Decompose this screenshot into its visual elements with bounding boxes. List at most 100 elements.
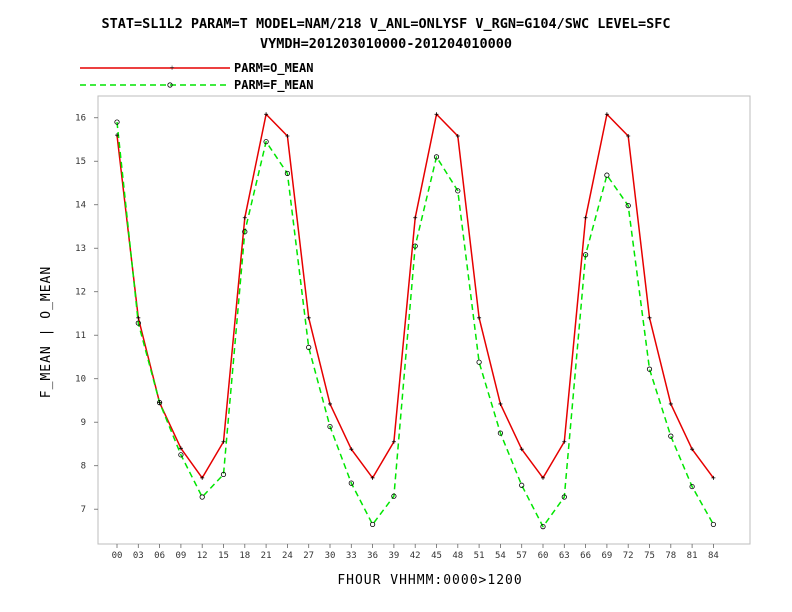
x-tick-label: 54 (495, 551, 506, 561)
point-parm-f-mean (284, 170, 290, 177)
point-parm-f-mean (476, 359, 482, 365)
point-parm-o-mean (306, 315, 311, 320)
point-parm-f-mean (433, 154, 440, 160)
point-parm-o-mean (583, 215, 588, 220)
x-tick-label: 27 (303, 551, 314, 561)
x-tick-label: 72 (623, 551, 634, 561)
point-parm-o-mean (115, 133, 119, 138)
y-tick-label: 11 (75, 331, 86, 341)
x-axis-ticks: 00 03 06 09 12 15 18 21 24 27 30 33 36 39 42 45 48 51 54 57… (112, 544, 719, 561)
x-tick-label: 48 (452, 551, 463, 561)
x-tick-label: 33 (346, 551, 357, 561)
x-tick-label: 09 (175, 551, 186, 561)
plot-frame (97, 95, 751, 545)
point-parm-f-mean (519, 482, 525, 488)
x-tick-label: 24 (282, 551, 293, 561)
x-tick-label: 06 (154, 551, 165, 561)
point-parm-f-mean (412, 243, 418, 249)
point-parm-f-mean (604, 172, 610, 178)
x-tick-label: 21 (261, 551, 272, 561)
point-parm-f-mean (625, 203, 631, 209)
point-parm-o-mean (668, 401, 673, 406)
y-tick-label: 7 (81, 505, 86, 515)
chart-title-line1: STAT=SL1L2 PARAM=T MODEL=NAM/218 V_ANL=O… (102, 16, 671, 32)
point-parm-f-mean (135, 320, 141, 326)
point-parm-f-mean (348, 480, 354, 486)
point-parm-f-mean (327, 423, 333, 430)
y-tick-label: 9 (81, 418, 86, 428)
point-parm-o-mean (349, 447, 354, 452)
x-tick-label: 84 (708, 551, 719, 561)
x-tick-label: 30 (325, 551, 336, 561)
series-layer (114, 112, 717, 530)
x-tick-label: 51 (474, 551, 485, 561)
point-parm-o-mean (242, 215, 247, 220)
point-parm-o-mean (541, 475, 545, 480)
point-parm-o-mean (711, 475, 716, 480)
point-parm-f-mean (582, 252, 589, 258)
x-tick-label: 42 (410, 551, 421, 561)
x-tick-label: 15 (218, 551, 229, 561)
point-parm-f-mean (561, 494, 567, 500)
x-tick-label: 75 (644, 551, 655, 561)
x-tick-label: 63 (559, 551, 570, 561)
x-tick-label: 18 (239, 551, 250, 561)
point-parm-o-mean (370, 475, 375, 480)
point-parm-o-mean (455, 134, 460, 139)
series-line-parm-f-mean (116, 122, 715, 528)
y-tick-label: 10 (75, 375, 86, 385)
x-tick-label: 69 (601, 551, 612, 561)
x-tick-label: 45 (431, 551, 442, 561)
point-parm-f-mean (455, 188, 461, 194)
y-axis-ticks: 7 8 9 10 11 12 13 14 15 16 (75, 114, 98, 515)
x-tick-label: 39 (388, 551, 399, 561)
point-parm-f-mean (689, 483, 695, 490)
point-parm-f-mean (646, 366, 653, 372)
point-parm-f-mean (242, 229, 248, 235)
series-line-parm-o-mean (116, 113, 715, 479)
point-parm-o-mean (285, 134, 290, 139)
x-tick-label: 66 (580, 551, 591, 561)
point-parm-f-mean (263, 139, 269, 145)
y-tick-label: 15 (75, 157, 86, 167)
x-tick-label: 78 (665, 551, 676, 561)
x-tick-label: 00 (112, 551, 123, 561)
point-parm-o-mean (200, 475, 205, 480)
point-parm-f-mean (220, 471, 227, 478)
y-tick-label: 14 (75, 201, 86, 211)
x-axis-label: FHOUR VHHMM:0000>1200 (337, 573, 522, 588)
point-parm-o-mean (604, 112, 609, 117)
x-tick-label: 57 (516, 551, 527, 561)
point-parm-o-mean (690, 447, 695, 452)
point-parm-o-mean (328, 401, 332, 406)
x-tick-label: 03 (133, 551, 144, 561)
point-parm-o-mean (136, 315, 141, 320)
point-parm-o-mean (626, 134, 631, 139)
legend: + PARM=O_MEAN PARM=F_MEAN (80, 61, 313, 93)
point-parm-o-mean (519, 447, 524, 452)
point-parm-f-mean (497, 430, 503, 436)
point-parm-f-mean (391, 493, 397, 499)
point-parm-f-mean (306, 344, 312, 351)
point-parm-f-mean (199, 494, 205, 500)
point-parm-o-mean (562, 439, 567, 444)
point-parm-f-mean (157, 400, 163, 406)
point-parm-f-mean (540, 524, 546, 530)
y-tick-label: 16 (75, 114, 86, 124)
y-axis-label: F_MEAN | O_MEAN (39, 266, 54, 398)
point-parm-f-mean (178, 452, 184, 458)
legend-marker-f-mean (167, 82, 173, 88)
point-parm-o-mean (264, 112, 269, 117)
point-parm-f-mean (369, 521, 376, 528)
y-tick-label: 13 (75, 244, 86, 254)
x-tick-label: 12 (197, 551, 208, 561)
x-tick-label: 81 (687, 551, 698, 561)
legend-label-f-mean: PARM=F_MEAN (234, 78, 313, 93)
legend-label-o-mean: PARM=O_MEAN (234, 61, 313, 76)
point-parm-o-mean (391, 439, 396, 444)
point-parm-o-mean (221, 439, 226, 444)
legend-marker-o-mean: + (169, 63, 174, 73)
y-tick-label: 8 (81, 462, 86, 472)
point-parm-o-mean (413, 215, 418, 220)
